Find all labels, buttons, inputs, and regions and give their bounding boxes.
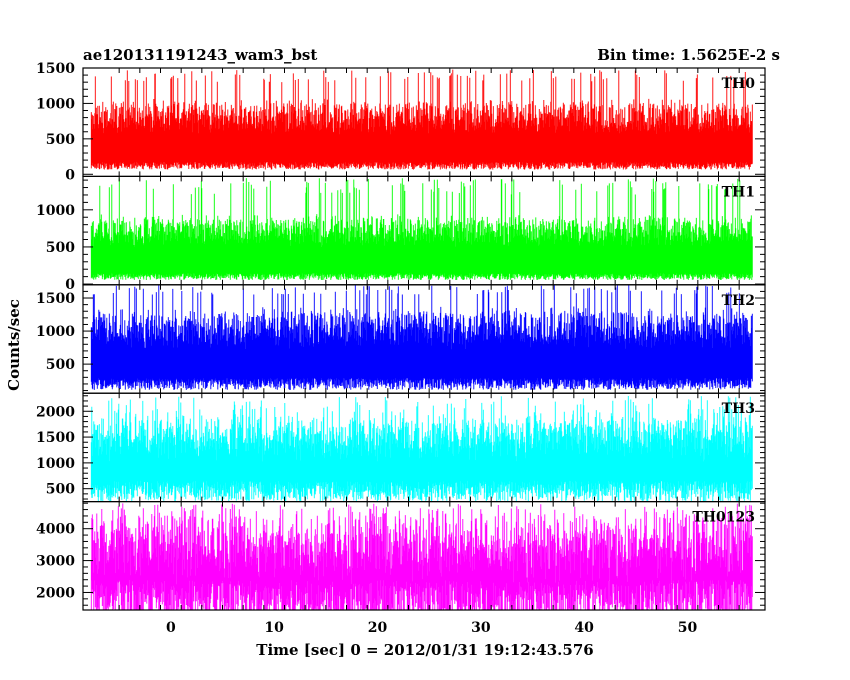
y-tick-label: 500 bbox=[46, 357, 75, 373]
y-tick-label: 3000 bbox=[36, 554, 75, 570]
y-tick-label: 500 bbox=[46, 240, 75, 256]
y-tick-label: 500 bbox=[46, 482, 75, 498]
y-tick-label: 1000 bbox=[36, 96, 75, 112]
y-tick-label: 0 bbox=[65, 277, 75, 293]
y-tick-label: 0 bbox=[65, 167, 75, 183]
chart-title: ae120131191243_wam3_bst bbox=[83, 46, 317, 64]
series-th2 bbox=[90, 284, 753, 390]
y-tick-label: 4000 bbox=[36, 522, 75, 538]
panel-label-th2: TH2 bbox=[722, 293, 755, 309]
x-tick-label: 0 bbox=[166, 620, 176, 636]
y-tick-label: 1500 bbox=[36, 61, 75, 77]
x-tick-label: 20 bbox=[368, 620, 388, 636]
y-tick-label: 2000 bbox=[36, 585, 75, 601]
series-th3 bbox=[90, 396, 753, 502]
y-tick-label: 1000 bbox=[36, 203, 75, 219]
panel-label-th3: TH3 bbox=[722, 401, 755, 417]
x-tick-label: 30 bbox=[471, 620, 491, 636]
y-tick-label: 1500 bbox=[36, 291, 75, 307]
series-th1 bbox=[90, 178, 753, 280]
bin-time-label: Bin time: 1.5625E-2 s bbox=[597, 46, 780, 64]
y-tick-label: 1500 bbox=[36, 430, 75, 446]
x-tick-label: 40 bbox=[574, 620, 594, 636]
series-th0123 bbox=[90, 503, 753, 610]
x-tick-label: 10 bbox=[264, 620, 284, 636]
panel-label-th1: TH1 bbox=[722, 184, 755, 200]
y-tick-label: 2000 bbox=[36, 404, 75, 420]
y-tick-label: 1000 bbox=[36, 324, 75, 340]
panel-label-th0: TH0 bbox=[722, 76, 756, 92]
panel-label-th0123: TH0123 bbox=[692, 510, 755, 526]
y-tick-label: 500 bbox=[46, 132, 75, 148]
y-tick-label: 1000 bbox=[36, 456, 75, 472]
y-axis-title: Counts/sec bbox=[5, 299, 23, 391]
x-axis-title: Time [sec] 0 = 2012/01/31 19:12:43.576 bbox=[256, 641, 593, 659]
panel-frame-th0123 bbox=[82, 501, 766, 611]
x-tick-label: 50 bbox=[678, 620, 698, 636]
series-th0 bbox=[90, 69, 753, 170]
